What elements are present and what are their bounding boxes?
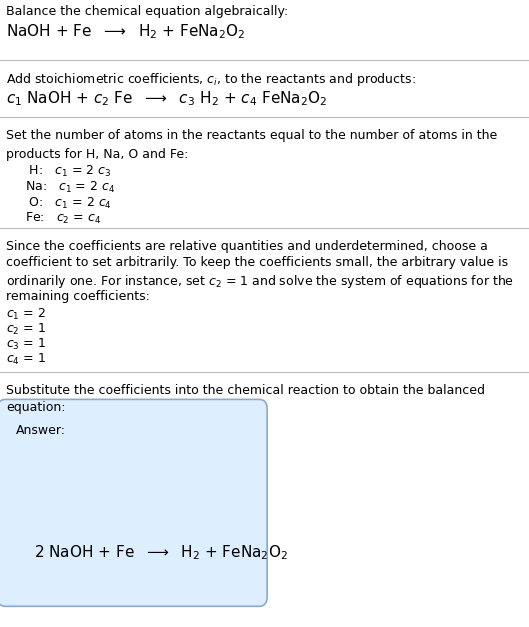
Text: $c_4$ = 1: $c_4$ = 1 [6,352,47,367]
FancyBboxPatch shape [0,399,267,606]
Text: Fe:   $c_2$ = $c_4$: Fe: $c_2$ = $c_4$ [25,211,102,226]
Text: equation:: equation: [6,401,66,414]
Text: $c_1$ = 2: $c_1$ = 2 [6,307,46,322]
Text: H:   $c_1$ = 2 $c_3$: H: $c_1$ = 2 $c_3$ [25,164,112,179]
Text: 2 NaOH + Fe  $\longrightarrow$  H$_2$ + FeNa$_2$O$_2$: 2 NaOH + Fe $\longrightarrow$ H$_2$ + Fe… [34,544,288,562]
Text: Balance the chemical equation algebraically:: Balance the chemical equation algebraica… [6,5,289,18]
Text: NaOH + Fe  $\longrightarrow$  H$_2$ + FeNa$_2$O$_2$: NaOH + Fe $\longrightarrow$ H$_2$ + FeNa… [6,22,246,41]
Text: Answer:: Answer: [16,424,66,438]
Text: Na:   $c_1$ = 2 $c_4$: Na: $c_1$ = 2 $c_4$ [25,180,115,195]
Text: $c_3$ = 1: $c_3$ = 1 [6,337,47,352]
Text: Add stoichiometric coefficients, $c_i$, to the reactants and products:: Add stoichiometric coefficients, $c_i$, … [6,71,416,88]
Text: ordinarily one. For instance, set $c_2$ = 1 and solve the system of equations fo: ordinarily one. For instance, set $c_2$ … [6,273,515,290]
Text: coefficient to set arbitrarily. To keep the coefficients small, the arbitrary va: coefficient to set arbitrarily. To keep … [6,256,508,270]
Text: remaining coefficients:: remaining coefficients: [6,290,150,303]
Text: Substitute the coefficients into the chemical reaction to obtain the balanced: Substitute the coefficients into the che… [6,384,485,397]
Text: Since the coefficients are relative quantities and underdetermined, choose a: Since the coefficients are relative quan… [6,240,488,253]
Text: Set the number of atoms in the reactants equal to the number of atoms in the: Set the number of atoms in the reactants… [6,129,498,142]
Text: products for H, Na, O and Fe:: products for H, Na, O and Fe: [6,148,189,161]
Text: O:   $c_1$ = 2 $c_4$: O: $c_1$ = 2 $c_4$ [25,196,112,211]
Text: $c_2$ = 1: $c_2$ = 1 [6,322,47,337]
Text: $c_1$ NaOH + $c_2$ Fe  $\longrightarrow$  $c_3$ H$_2$ + $c_4$ FeNa$_2$O$_2$: $c_1$ NaOH + $c_2$ Fe $\longrightarrow$ … [6,90,328,108]
